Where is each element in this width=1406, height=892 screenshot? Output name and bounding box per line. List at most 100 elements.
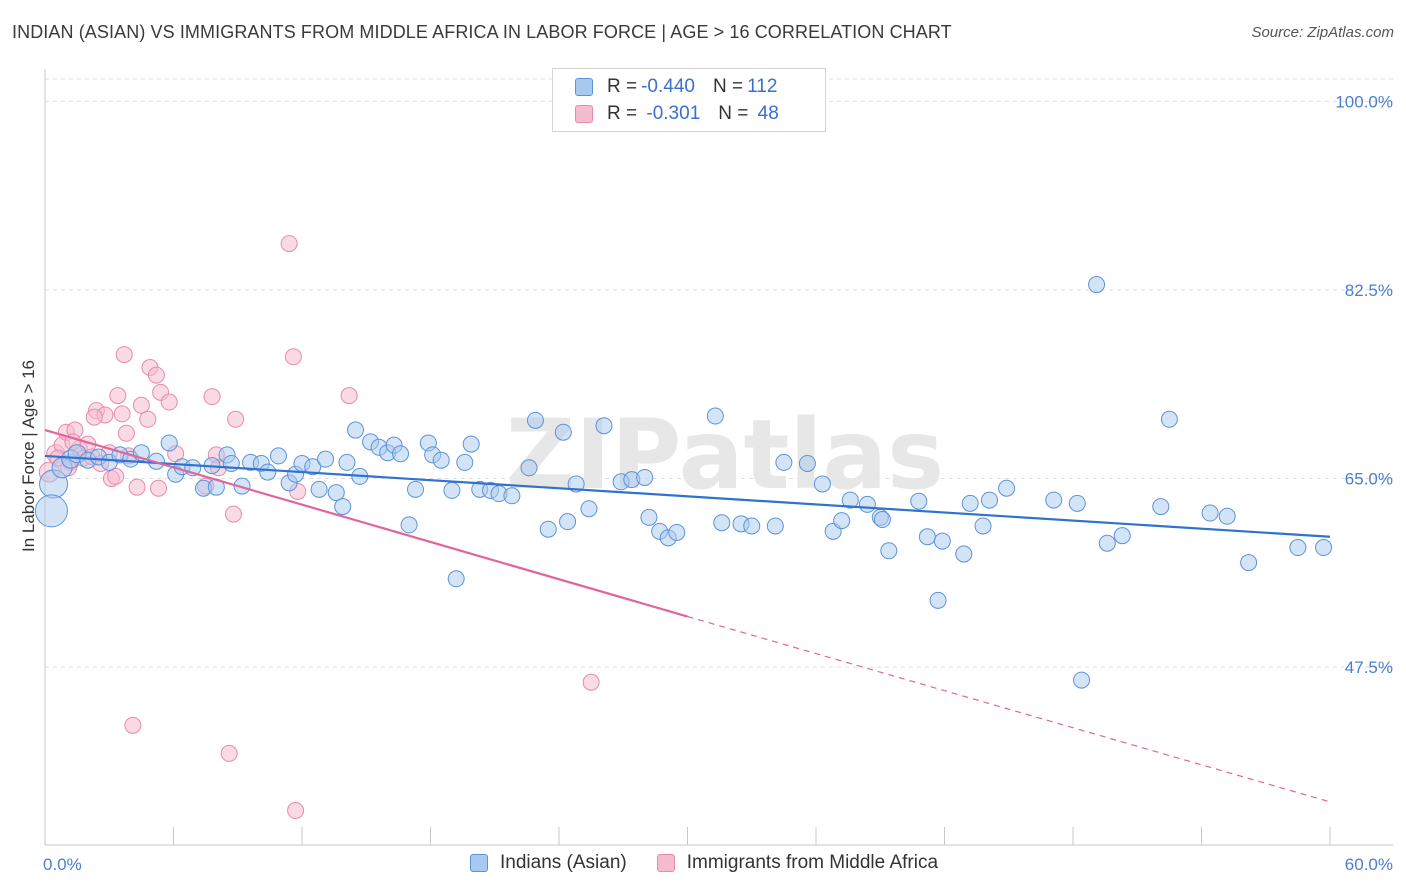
y-tick-labels: 47.5% 65.0% 82.5% 100.0% (1335, 92, 1393, 677)
data-point-indians-asian (1088, 276, 1106, 294)
data-point-indians-asian (1315, 539, 1333, 557)
data-point-indians-asian (636, 468, 654, 486)
data-point-indians-asian (304, 458, 322, 476)
n-value: 48 (752, 103, 779, 124)
data-point-indians-asian (327, 484, 345, 502)
data-point-indians-asian (841, 491, 859, 509)
legend-item-indians: Indians (Asian) (470, 852, 627, 874)
r-value: -0.301 (641, 103, 701, 124)
x-tick-label-max: 60.0% (1345, 855, 1393, 874)
legend-swatch-pink (575, 105, 593, 123)
data-point-middle-africa (109, 387, 127, 405)
data-point-middle-africa (582, 673, 600, 691)
data-point-indians-asian (392, 445, 410, 463)
data-point-indians-asian (554, 423, 572, 441)
data-point-middle-africa (117, 424, 135, 442)
data-point-indians-asian (858, 495, 876, 513)
data-point-middle-africa (115, 346, 133, 364)
data-point-indians-asian (980, 491, 998, 509)
data-point-middle-africa (128, 478, 146, 496)
correlation-legend: R = -0.440 N = 112 R = -0.301 N = 48 (552, 68, 826, 132)
data-point-indians-asian (462, 435, 480, 453)
source-credit: Source: ZipAtlas.com (1251, 24, 1394, 41)
data-point-indians-asian (456, 453, 474, 471)
data-point-middle-africa (132, 396, 150, 414)
data-point-middle-africa (107, 467, 125, 485)
legend-item-middle-africa: Immigrants from Middle Africa (656, 852, 939, 874)
data-point-middle-africa (147, 366, 165, 384)
data-point-indians-asian (766, 517, 784, 535)
data-point-indians-asian (160, 434, 178, 452)
data-point-indians-asian (833, 512, 851, 530)
data-point-indians-asian (668, 523, 686, 541)
data-point-indians-asian (443, 481, 461, 499)
legend-label: Indians (Asian) (500, 852, 627, 873)
data-point-indians-asian (974, 517, 992, 535)
r-label: R = (607, 76, 638, 97)
y-axis-label: In Labor Force | Age > 16 (19, 360, 38, 552)
data-point-indians-asian (998, 479, 1016, 497)
data-point-indians-asian (503, 487, 521, 505)
trend-lines (44, 428, 1331, 803)
data-point-indians-asian (567, 475, 585, 493)
data-point-indians-asian (1073, 671, 1091, 689)
legend-row-indians: R = -0.440 N = 112 (575, 75, 777, 99)
data-point-middle-africa (284, 348, 302, 366)
data-point-indians-asian (1152, 498, 1170, 516)
data-point-indians-asian (1201, 504, 1219, 522)
data-point-indians-asian (1160, 410, 1178, 428)
series-legend: Indians (Asian) Immigrants from Middle A… (470, 852, 968, 874)
r-value: -0.440 (641, 76, 695, 97)
data-point-indians-asian (1045, 491, 1063, 509)
y-tick-label: 47.5% (1345, 658, 1393, 677)
data-point-indians-asian (539, 520, 557, 538)
trend-line-indians-asian (44, 454, 1331, 538)
data-point-middle-africa (203, 388, 221, 406)
data-point-indians-asian (955, 545, 973, 563)
data-point-indians-asian (34, 494, 68, 528)
legend-label: Immigrants from Middle Africa (686, 852, 939, 873)
data-point-indians-asian (334, 498, 352, 516)
data-point-indians-asian (1218, 507, 1236, 525)
data-point-indians-asian (400, 516, 418, 534)
data-point-indians-asian (1113, 527, 1131, 545)
data-point-indians-asian (873, 511, 891, 529)
gridlines (45, 78, 1393, 668)
data-point-middle-africa (220, 744, 238, 762)
data-point-indians-asian (880, 542, 898, 560)
series-middle-africa (38, 235, 600, 820)
data-point-indians-asian (713, 514, 731, 532)
data-point-indians-asian (447, 570, 465, 588)
data-point-middle-africa (160, 393, 178, 411)
chart-title: INDIAN (ASIAN) VS IMMIGRANTS FROM MIDDLE… (12, 22, 952, 42)
data-point-middle-africa (113, 405, 131, 423)
data-point-indians-asian (407, 480, 425, 498)
legend-row-middle-africa: R = -0.301 N = 48 (575, 102, 779, 126)
x-tick-label-min: 0.0% (43, 855, 82, 874)
data-point-indians-asian (1068, 494, 1086, 512)
data-point-middle-africa (139, 410, 157, 428)
data-point-middle-africa (150, 479, 168, 497)
data-point-indians-asian (706, 407, 724, 425)
watermark: ZIPatlas (506, 399, 945, 511)
y-tick-label: 65.0% (1345, 470, 1393, 489)
data-point-indians-asian (432, 451, 450, 469)
data-point-indians-asian (310, 480, 328, 498)
data-point-indians-asian (580, 500, 598, 518)
data-point-indians-asian (743, 517, 761, 535)
data-point-middle-africa (85, 408, 103, 426)
data-point-indians-asian (317, 450, 335, 468)
trend-line-middle-africa-extrapolated (687, 615, 1331, 803)
data-point-indians-asian (640, 508, 658, 526)
data-point-indians-asian (813, 475, 831, 493)
data-point-indians-asian (520, 459, 538, 477)
data-point-middle-africa (340, 387, 358, 405)
data-point-middle-africa (227, 410, 245, 428)
legend-swatch-blue (470, 854, 488, 872)
legend-swatch-pink (656, 854, 675, 872)
data-point-middle-africa (224, 505, 242, 523)
x-ticks (44, 827, 1331, 845)
data-point-middle-africa (124, 716, 142, 734)
data-point-indians-asian (269, 447, 287, 465)
